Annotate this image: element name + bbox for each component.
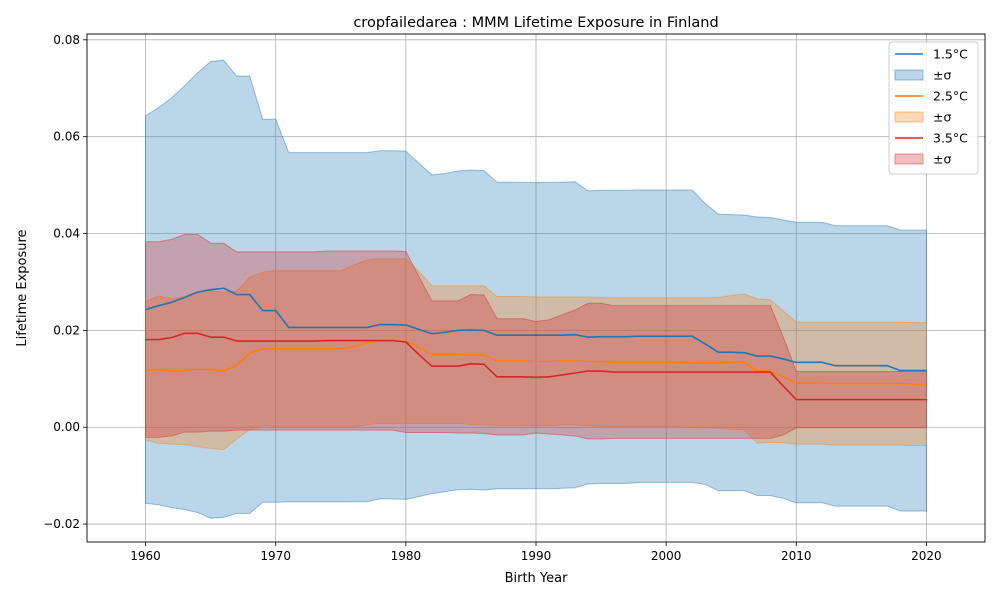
x-tick-label: 1980: [391, 549, 422, 563]
x-tick-label: 2000: [651, 549, 682, 563]
sigma-bands: [145, 59, 927, 519]
x-axis-ticks: 1960 1970 1980 1990 2000 2010 2020: [130, 542, 942, 563]
legend-label: 1.5°C: [933, 47, 968, 62]
series-line-2-5c: [145, 340, 927, 385]
legend-swatch-band: [894, 111, 924, 123]
y-tick-label: 0.04: [53, 227, 80, 241]
x-tick-label: 1960: [130, 549, 161, 563]
x-tick-label: 2010: [781, 549, 812, 563]
sigma-band-3-5c: [145, 233, 927, 440]
y-tick-label: 0.02: [53, 323, 80, 337]
series-line-3-5c: [145, 332, 927, 401]
legend-box: [888, 41, 979, 175]
legend-swatch-band: [894, 69, 924, 81]
x-tick-label: 1970: [260, 549, 291, 563]
grid: [87, 34, 985, 542]
legend-label: 3.5°C: [933, 131, 968, 146]
y-tick-label: 0.08: [53, 33, 80, 47]
sigma-band-2-5c: [145, 258, 927, 451]
series-line-1-5c: [145, 287, 927, 372]
y-axis-label: Lifetime Exposure: [15, 229, 30, 346]
legend-label: ±σ: [933, 110, 951, 125]
x-tick-label: 2020: [911, 549, 942, 563]
series-lines: [145, 287, 927, 401]
legend-swatch-band: [894, 153, 924, 165]
legend: 1.5°C ±σ 2.5°C ±σ 3.5°C ±σ: [888, 41, 979, 175]
legend-label: ±σ: [933, 152, 951, 167]
sigma-band-1-5c: [145, 59, 927, 519]
legend-label: 2.5°C: [933, 89, 968, 104]
y-tick-label: 0.06: [53, 130, 80, 144]
legend-label: ±σ: [933, 68, 951, 83]
y-tick-label: 0.00: [53, 420, 80, 434]
y-axis-ticks: −0.02 0.00 0.02 0.04 0.06 0.08: [43, 33, 87, 531]
y-tick-label: −0.02: [43, 517, 80, 531]
x-axis-label: Birth Year: [505, 571, 569, 586]
chart-title: cropfailedarea : MMM Lifetime Exposure i…: [353, 15, 718, 31]
x-tick-label: 1990: [521, 549, 552, 563]
